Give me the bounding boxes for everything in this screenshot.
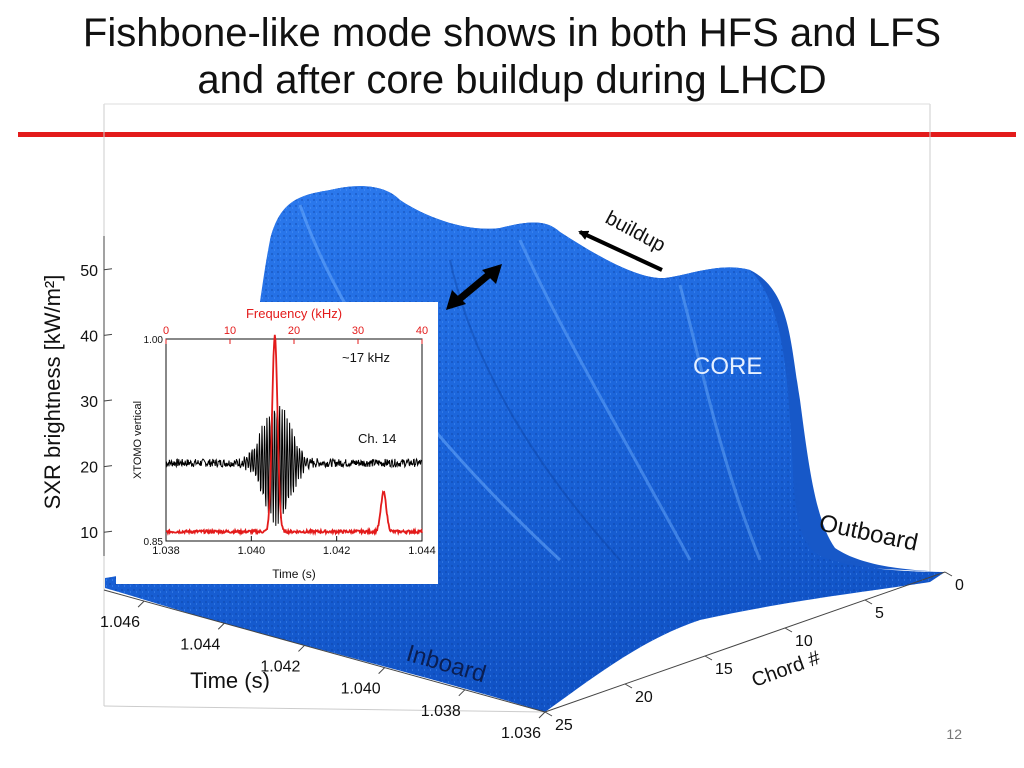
inset-freq-label: ~17 kHz [342,350,390,365]
double-arrow [446,264,502,310]
time-tick-mark [298,645,305,652]
title-line-2: and after core buildup during LHCD [197,58,827,102]
inset-chart: Frequency (kHz) 0 10 20 30 40 1.038 1.040 1.04… [116,302,438,584]
inset-x2-axis-label: Frequency (kHz) [246,306,342,321]
inset-freq-tick-label: 30 [352,325,364,337]
chord-tick-label: 20 [635,689,653,706]
z-tick-label: 40 [80,328,98,345]
time-tick-label: 1.042 [260,658,300,675]
z-tick-mark [103,465,113,468]
z-axis-ticks: 10 20 30 40 50 [80,263,113,542]
time-tick-mark [538,711,546,719]
buildup-arrow [578,230,663,272]
chord-axis-label: Chord # [749,647,824,692]
z-axis-label: SXR brightness [kW/m²] [40,275,65,510]
chord-tick-label: 10 [795,633,813,650]
inset-time-ticks: 1.038 1.040 1.042 1.044 [152,536,436,557]
page-number: 12 [946,726,962,742]
z-tick-label: 30 [80,394,98,411]
z-tick-mark [103,268,113,271]
inset-frequency-ticks: 0 10 20 30 40 [163,325,428,344]
inset-freq-tick-label: 0 [163,325,169,337]
z-tick-label: 50 [80,263,98,280]
buildup-annotation: buildup [602,207,669,257]
z-tick-mark [103,530,113,533]
slide-title: Fishbone-like mode shows in both HFS and… [0,10,1024,104]
time-tick-label: 1.038 [421,703,461,720]
time-tick-mark [217,622,225,630]
chord-tick-label: 15 [715,661,733,678]
inset-y-tick-label: 1.00 [144,335,164,346]
time-tick-label: 1.036 [501,725,541,742]
time-axis-ticks: 1.046 1.044 1.042 1.040 1.038 1.036 [100,600,546,742]
chord-tick-label: 0 [955,577,964,594]
inset-y-axis-label: XTOMO vertical [132,401,144,479]
time-tick-label: 1.044 [180,636,220,653]
inset-freq-tick-label: 20 [288,325,300,337]
inset-time-tick-label: 1.038 [152,545,180,557]
inset-channel-label: Ch. 14 [358,431,396,446]
chord-axis-ticks: 0 5 10 15 20 25 [544,571,964,734]
core-annotation: CORE [693,353,762,380]
inset-y-tick-label: 0.85 [144,537,164,548]
chord-tick-label: 5 [875,605,884,622]
inset-y-ticks: 1.00 0.85 [144,335,164,548]
title-line-1: Fishbone-like mode shows in both HFS and… [82,11,942,55]
inset-time-tick-label: 1.040 [238,545,266,557]
chord-tick-mark [944,571,953,577]
time-tick-label: 1.046 [100,614,140,631]
time-axis-label: Time (s) [190,668,270,693]
title-divider [18,132,1016,137]
inset-time-tick-label: 1.042 [323,545,351,557]
inset-series-signal [165,405,423,526]
time-tick-mark [137,600,145,608]
chord-tick-mark [784,627,793,633]
z-tick-mark [103,333,113,336]
chord-tick-mark [704,655,713,661]
chord-tick-label: 25 [555,717,573,734]
time-tick-mark [378,667,385,674]
inset-time-tick-label: 1.044 [408,545,436,557]
chord-tick-mark [544,711,553,717]
z-tick-label: 10 [80,525,98,542]
chord-tick-mark [864,599,873,605]
inset-freq-tick-label: 40 [416,325,428,337]
z-tick-mark [103,399,113,402]
inset-freq-tick-label: 10 [224,325,236,337]
chord-tick-mark [624,683,633,689]
time-tick-mark [458,689,466,697]
z-tick-label: 20 [80,460,98,477]
time-tick-label: 1.040 [341,681,381,698]
inset-x-axis-label: Time (s) [272,567,316,581]
inset-series-spectrum [165,334,423,537]
